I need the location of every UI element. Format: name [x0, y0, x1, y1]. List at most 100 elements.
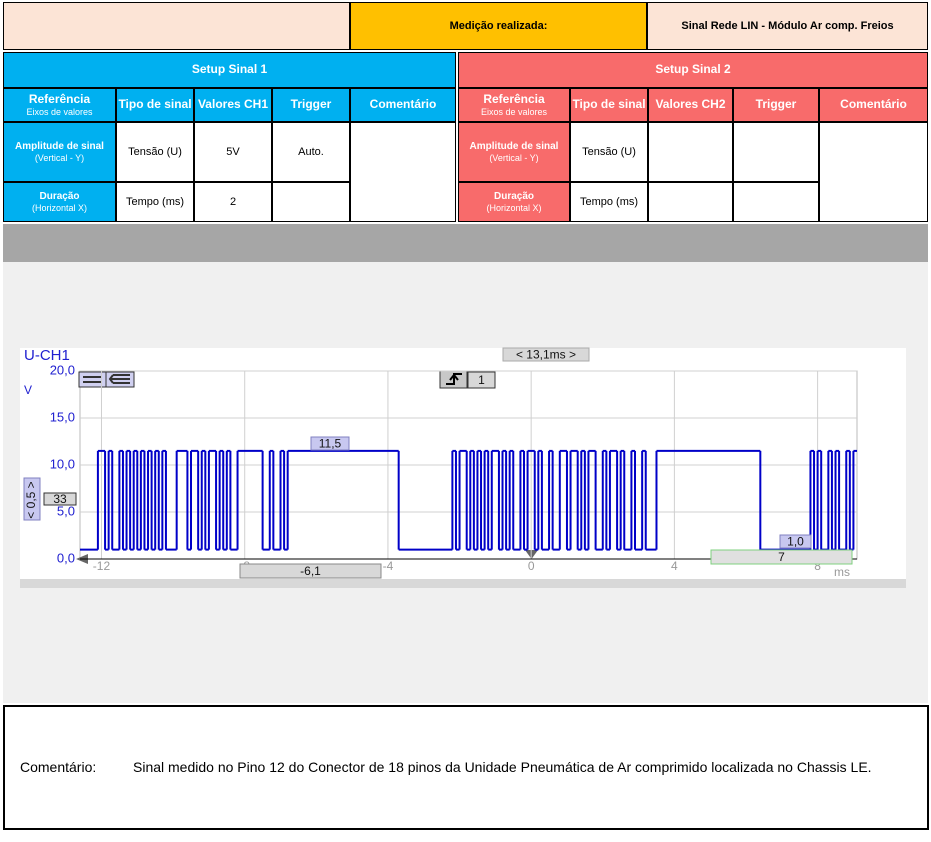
row-reference-text: Duração	[493, 191, 534, 203]
y-tick-label: 10,0	[50, 456, 75, 471]
y-tick-label: 5,0	[57, 503, 75, 518]
setup-title-text: Setup Sinal 1	[191, 62, 268, 77]
column-header-text: Comentário	[840, 97, 907, 112]
comment-cell	[350, 122, 456, 222]
column-header: Referência Eixos de valores	[458, 88, 570, 122]
setup-title: Setup Sinal 1	[3, 52, 456, 88]
data-cell	[733, 182, 819, 222]
comment-cell	[819, 122, 928, 222]
row-reference-sub: (Vertical - Y)	[489, 152, 539, 163]
data-cell-text: Tensão (U)	[128, 145, 182, 158]
data-cell-text: Tensão (U)	[582, 145, 636, 158]
data-cell-text: 2	[229, 195, 237, 208]
data-cell	[272, 182, 350, 222]
setup-title: Setup Sinal 2	[458, 52, 928, 88]
annotation-box	[779, 534, 812, 549]
column-header: Tipo de sinal	[116, 88, 194, 122]
header-label: Medição realizada:	[350, 2, 647, 50]
comment-text: Sinal medido no Pino 12 do Conector de 1…	[133, 759, 872, 775]
annotation-box	[239, 563, 382, 579]
annotation-box	[502, 347, 590, 362]
toolbar-icons	[76, 370, 538, 564]
data-cell-text: Tempo (ms)	[579, 195, 639, 208]
annotation-box	[310, 436, 350, 451]
row-reference: Amplitude de sinal (Vertical - Y)	[458, 122, 570, 182]
column-header-sub: Eixos de valores	[480, 106, 548, 117]
column-header-text: Tipo de sinal	[572, 97, 646, 112]
column-header: Comentário	[819, 88, 928, 122]
row-reference: Amplitude de sinal (Vertical - Y)	[3, 122, 116, 182]
data-cell: Tensão (U)	[116, 122, 194, 182]
column-header: Valores CH2	[648, 88, 733, 122]
annotation-label: < 13,1ms >	[516, 348, 576, 362]
data-cell: Tempo (ms)	[570, 182, 648, 222]
column-header: Tipo de sinal	[570, 88, 648, 122]
row-reference-sub: (Horizontal X)	[31, 202, 87, 213]
comment-box	[3, 705, 929, 830]
column-header-text: Referência	[28, 91, 91, 106]
row-reference-text: Duração	[39, 191, 80, 203]
x-tick-label: 4	[671, 559, 678, 573]
column-header-text: Trigger	[290, 97, 332, 112]
y-unit: V	[24, 383, 32, 397]
x-unit: ms	[834, 565, 850, 579]
annotation-label: 7	[778, 550, 785, 564]
data-cell: Auto.	[272, 122, 350, 182]
header-value: Sinal Rede LIN - Módulo Ar comp. Freios	[647, 2, 928, 50]
header-value-text: Sinal Rede LIN - Módulo Ar comp. Freios	[681, 19, 894, 32]
x-tick-label: 0	[528, 559, 535, 573]
column-header-text: Valores CH1	[197, 97, 269, 112]
annotation-label: 1,0	[787, 535, 804, 549]
comment-label: Comentário:	[20, 759, 97, 775]
column-header-sub: Eixos de valores	[26, 106, 93, 117]
column-header: Valores CH1	[194, 88, 272, 122]
column-header: Referência Eixos de valores	[3, 88, 116, 122]
column-header: Trigger	[272, 88, 350, 122]
column-header-text: Referência	[483, 91, 545, 106]
data-cell: 2	[194, 182, 272, 222]
y-tick-label: 20,0	[50, 362, 75, 377]
row-reference-text: Amplitude de sinal	[469, 141, 559, 153]
scope-scrollbar	[20, 579, 906, 588]
channel-title: U-CH1	[24, 347, 70, 364]
data-cell: Tensão (U)	[570, 122, 648, 182]
column-header-text: Trigger	[755, 97, 797, 112]
row-reference: Duração (Horizontal X)	[3, 182, 116, 222]
gray-band	[3, 224, 928, 262]
y-tick-label: 15,0	[50, 409, 75, 424]
annotation-label: < 0,5 >	[24, 481, 38, 518]
data-cell	[648, 122, 733, 182]
data-cell: Tempo (ms)	[116, 182, 194, 222]
annotation-box	[710, 549, 853, 565]
data-cell-text: Tempo (ms)	[125, 195, 185, 208]
column-header-text: Comentário	[369, 97, 437, 112]
x-tick-label: -12	[93, 559, 111, 573]
data-cell-text: 5V	[226, 145, 240, 158]
annotation-label: 11,5	[319, 437, 342, 451]
data-cell-text: Auto.	[298, 145, 324, 158]
row-reference-sub: (Vertical - Y)	[34, 152, 85, 163]
header-label-text: Medição realizada:	[449, 19, 548, 32]
column-header: Trigger	[733, 88, 819, 122]
data-cell	[648, 182, 733, 222]
annotation-box	[23, 477, 41, 521]
annotation-box	[467, 371, 496, 389]
annotation-box	[43, 492, 77, 506]
annotation-label: 33	[53, 492, 67, 506]
x-tick-label: 8	[814, 559, 821, 573]
row-reference-text: Amplitude de sinal	[15, 141, 104, 153]
row-reference: Duração (Horizontal X)	[458, 182, 570, 222]
annotation-label: -6,1	[300, 564, 321, 578]
column-header-text: Valores CH2	[655, 97, 726, 112]
x-tick-label: -4	[383, 559, 394, 573]
data-cell: 5V	[194, 122, 272, 182]
data-cell	[733, 122, 819, 182]
y-tick-label: 0,0	[57, 550, 75, 565]
header-blank	[3, 2, 350, 50]
row-reference-sub: (Horizontal X)	[486, 202, 542, 213]
column-header: Comentário	[350, 88, 456, 122]
setup-title-text: Setup Sinal 2	[655, 62, 731, 77]
column-header-text: Tipo de sinal	[118, 97, 192, 112]
